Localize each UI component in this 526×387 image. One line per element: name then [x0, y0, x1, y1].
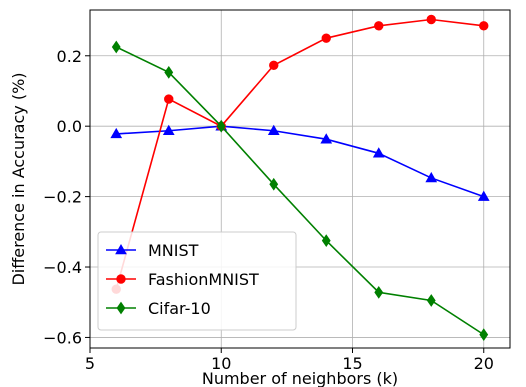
data-point-cifar-10	[321, 234, 331, 247]
y-tick-label: −0.2	[43, 188, 82, 207]
data-point-fashionmnist	[479, 21, 489, 31]
x-tick-label: 5	[85, 354, 95, 373]
data-point-cifar-10	[479, 328, 489, 342]
data-point-mnist	[320, 133, 333, 144]
data-point-fashionmnist	[269, 60, 279, 70]
series-line-mnist	[116, 125, 485, 198]
data-point-cifar-10	[374, 285, 384, 299]
data-point-fashionmnist	[426, 14, 436, 25]
x-axis-label: Number of neighbors (k)	[202, 369, 398, 387]
data-point-fashionmnist	[164, 94, 174, 104]
legend-label-mnist: MNIST	[148, 241, 199, 260]
series-fashionmnist	[111, 14, 489, 294]
series-line-cifar-10	[115, 46, 485, 336]
y-axis: −0.6 −0.4 −0.2 0.0 0.2	[43, 47, 90, 347]
x-tick-label: 20	[474, 354, 494, 373]
y-axis-label: Difference in Accuracy (%)	[9, 72, 28, 285]
data-point-mnist	[477, 190, 490, 201]
data-point-cifar-10	[426, 294, 436, 307]
legend-label-cifar-10: Cifar-10	[148, 299, 211, 318]
y-tick-label: 0.0	[57, 117, 82, 136]
data-point-mnist	[110, 127, 123, 139]
data-point-fashionmnist	[321, 33, 331, 43]
data-point-mnist	[425, 171, 438, 183]
data-point-mnist	[267, 124, 280, 136]
legend-marker-mnist	[115, 243, 127, 255]
data-point-cifar-10	[216, 119, 226, 133]
y-tick-label: −0.6	[43, 328, 82, 347]
x-tick-label: 15	[342, 354, 362, 373]
series-group	[110, 14, 490, 342]
data-point-fashionmnist	[374, 21, 384, 31]
legend-box	[97, 231, 297, 331]
y-tick-label: −0.4	[43, 258, 82, 277]
legend-marker-cifar-10	[116, 301, 126, 315]
x-tick-label: 10	[211, 354, 231, 373]
plot-frame	[89, 9, 511, 349]
data-point-mnist	[162, 124, 175, 136]
legend: MNIST FashionMNIST Cifar-10	[97, 231, 297, 331]
data-point-cifar-10	[269, 177, 279, 191]
series-mnist	[110, 120, 490, 201]
y-tick-label: 0.2	[57, 47, 82, 66]
legend-marker-fashionmnist	[116, 274, 126, 284]
series-line-fashionmnist	[115, 18, 484, 290]
legend-label-fashionmnist: FashionMNIST	[148, 270, 259, 289]
data-point-cifar-10	[164, 65, 174, 79]
series-cifar-10	[111, 40, 489, 342]
data-point-cifar-10	[111, 40, 121, 54]
x-axis: 5 10 15 20	[85, 348, 494, 373]
data-point-mnist	[372, 147, 385, 158]
